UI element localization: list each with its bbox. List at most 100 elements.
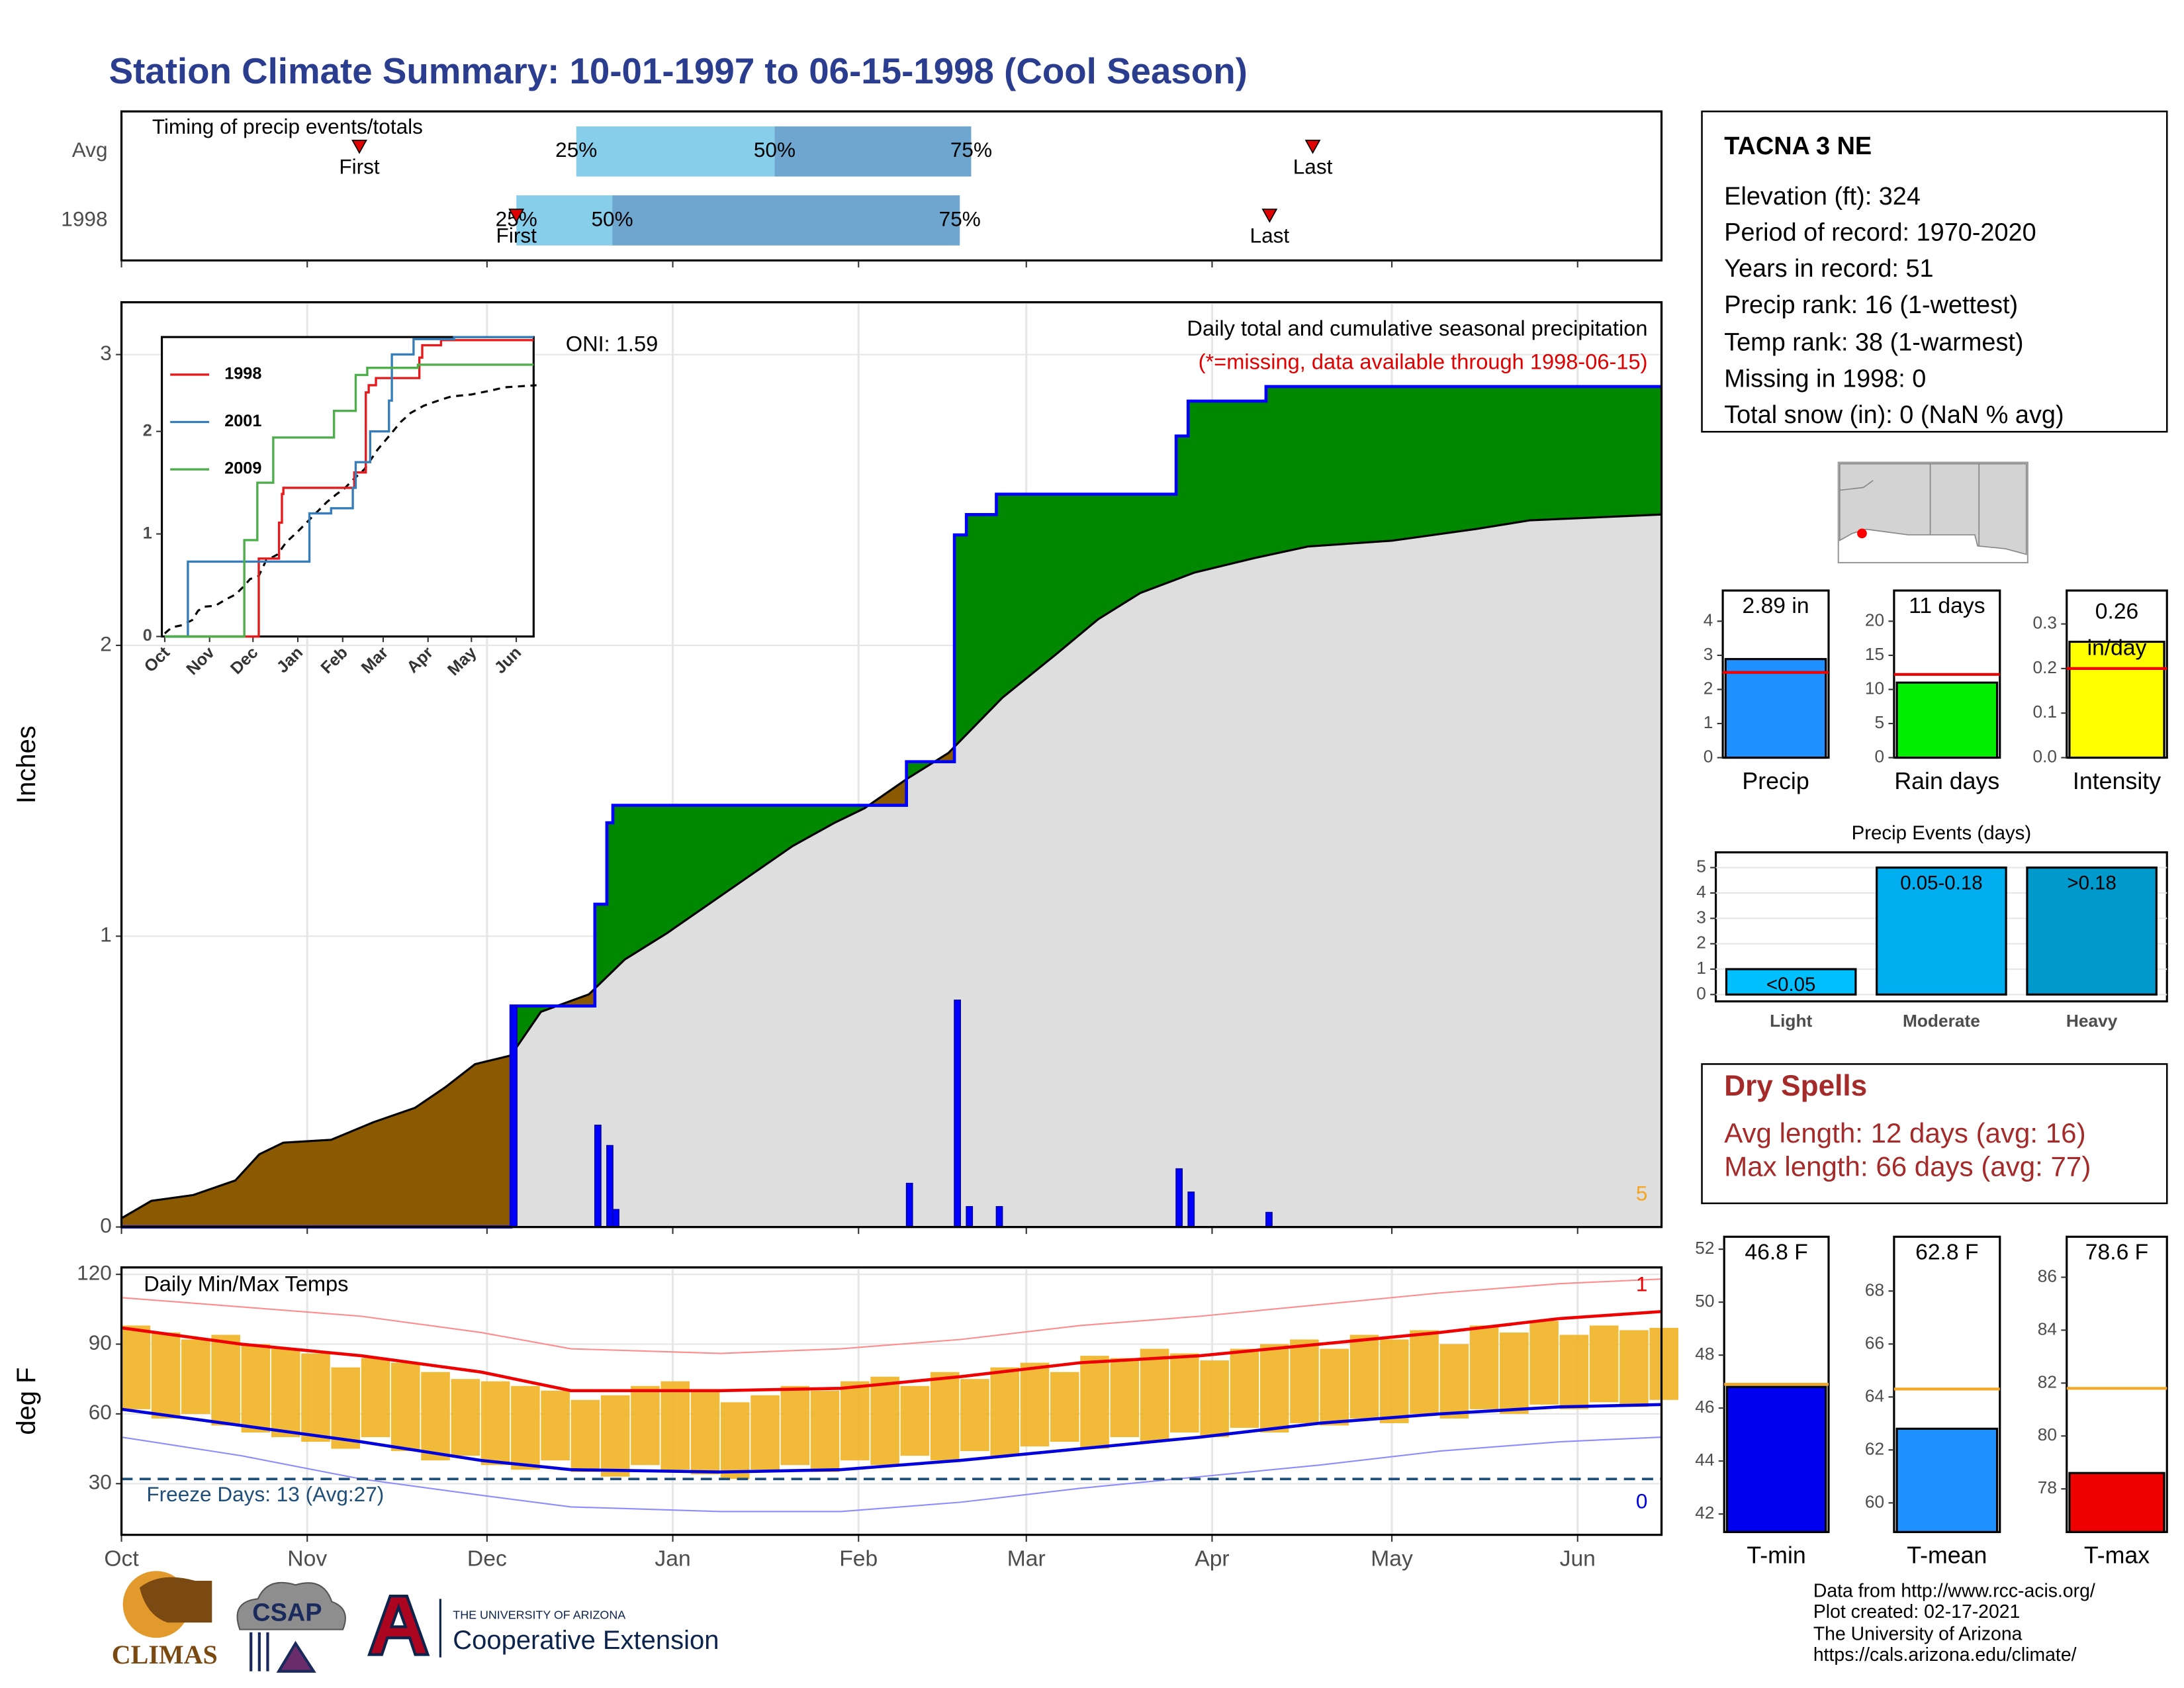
legend-label: 1998 (224, 365, 261, 383)
page-title: Station Climate Summary: 10-01-1997 to 0… (109, 50, 1248, 91)
timing-label: Last (1250, 224, 1290, 248)
chart-title: Daily Min/Max Temps (144, 1272, 348, 1296)
dry-spells-line: Max length: 66 days (avg: 77) (1724, 1150, 2091, 1182)
average-area (121, 514, 1662, 1227)
y-tick-label: 0.2 (2032, 657, 2057, 677)
map-borders (1839, 463, 1980, 546)
daily-bar (995, 1205, 1003, 1228)
temp-range-bar (1529, 1321, 1559, 1405)
station-line: Elevation (ft): 324 (1724, 183, 1921, 211)
bar (2068, 640, 2165, 759)
x-tick-label: Mar (1007, 1546, 1046, 1571)
daily-bar (966, 1205, 974, 1228)
y-tick-label: 2 (100, 632, 112, 655)
temp-range-bar (1649, 1327, 1678, 1400)
temp-range-bar (720, 1402, 750, 1479)
temp-range-bar (1020, 1362, 1050, 1447)
y-tick-label: 30 (89, 1470, 112, 1494)
value-label: 11 days (1909, 594, 1985, 618)
temp-range-bar (1140, 1348, 1169, 1442)
temp-range-bar (631, 1385, 660, 1466)
daily-bar (606, 1145, 614, 1228)
dry-spells-line: Avg length: 12 days (avg: 16) (1724, 1117, 2085, 1149)
y-tick-label: 50 (1695, 1291, 1714, 1311)
timing-label: First (339, 154, 380, 178)
temp-range-bar (1379, 1339, 1409, 1423)
x-tick-label: Jun (1560, 1546, 1596, 1571)
legend-label: 2001 (224, 412, 261, 430)
bar (2026, 867, 2158, 996)
csap-logo-text: CSAP (252, 1599, 322, 1626)
timing-label: First (496, 224, 537, 248)
temp-range-bar (1170, 1353, 1199, 1433)
x-tick-label: Apr (1195, 1546, 1229, 1571)
chart-subtitle: (*=missing, data available through 1998-… (1199, 350, 1648, 374)
station-box: TACNA 3 NE Elevation (ft): 324 Period of… (1701, 111, 2168, 433)
value-label: 0.26 (2095, 600, 2139, 624)
temp-range-bar (1410, 1330, 1439, 1414)
y-tick-label: 10 (1865, 678, 1884, 698)
legend-label: 2009 (224, 459, 261, 478)
y-tick-label: 64 (1865, 1385, 1884, 1405)
y-tick-label: 2 (1696, 933, 1706, 953)
x-tick-label: Rain days (1894, 768, 1999, 794)
temp-range-bar (1080, 1356, 1109, 1449)
daily-bar (954, 1000, 961, 1228)
x-tick-label: Jan (655, 1546, 690, 1571)
y-tick-label: 90 (89, 1331, 112, 1354)
record-min-line (121, 1436, 1662, 1513)
avg-min-line (121, 1403, 1662, 1474)
temp-range-bar (870, 1376, 899, 1466)
temp-range-bar (1589, 1325, 1619, 1403)
panel-title: Timing of precip events/totals (152, 115, 423, 138)
temp-range-bar (301, 1353, 330, 1442)
x-tick-label: Intensity (2073, 768, 2161, 794)
y-tick-label: 120 (77, 1260, 112, 1284)
station-line: Missing in 1998: 0 (1724, 365, 1926, 393)
bin-label: 0.05-0.18 (1900, 872, 1982, 894)
bar (1725, 1385, 1827, 1533)
x-tick-label: Moderate (1903, 1011, 1980, 1031)
temp-range-bar (780, 1385, 810, 1466)
y-tick-label: 20 (1865, 610, 1884, 630)
timing-label: Last (1293, 154, 1333, 178)
footer-line: Plot created: 02-17-2021 (1813, 1601, 2021, 1622)
temp-range-bar (211, 1335, 240, 1426)
x-tick-label: Nov (287, 1546, 327, 1571)
quartile-label: 50% (592, 207, 633, 230)
x-tick-label: Feb (839, 1546, 878, 1571)
y-tick-label: 0.1 (2032, 702, 2057, 722)
quartile-bar (576, 126, 775, 177)
temp-range-bar (1050, 1372, 1079, 1442)
temp-range-bar (1200, 1360, 1229, 1438)
dry-spells-frame (1701, 1063, 2168, 1205)
y-tick-label: 4 (1704, 610, 1713, 630)
x-tick-label: Precip (1742, 768, 1809, 794)
climas-emblem-shape (139, 1577, 212, 1623)
station-line: Period of record: 1970-2020 (1724, 218, 2036, 246)
temp-range-bar (241, 1344, 271, 1433)
dry-spells-title: Dry Spells (1724, 1070, 1867, 1102)
daily-bar (1265, 1211, 1273, 1228)
y-tick-label: 60 (1865, 1491, 1884, 1511)
chart-title: Precip Events (days) (1852, 822, 2032, 844)
temp-range-bar (1619, 1330, 1649, 1407)
value-label: 46.8 F (1745, 1240, 1807, 1264)
y-tick-label: 15 (1865, 644, 1884, 664)
logos: CLIMAS CSAP THE UNIVERSITY OF ARIZONA Co… (112, 1571, 719, 1673)
locator-map (1837, 461, 2028, 564)
temp-range-bar (900, 1385, 930, 1456)
bin-label: >0.18 (2067, 872, 2116, 894)
chart-title: Daily total and cumulative seasonal prec… (1187, 316, 1647, 340)
extension-name: Cooperative Extension (453, 1626, 719, 1655)
temp-range-bar (930, 1372, 960, 1461)
station-line: Years in record: 51 (1724, 255, 1933, 283)
temp-range-bar (390, 1362, 420, 1452)
bar (1895, 681, 1999, 759)
y-tick-label: 0 (1704, 746, 1713, 766)
temp-range-bar (331, 1367, 361, 1449)
temp-range-bar (451, 1379, 480, 1456)
plot-border (120, 301, 1663, 1229)
value-unit: in/day (2087, 635, 2147, 660)
